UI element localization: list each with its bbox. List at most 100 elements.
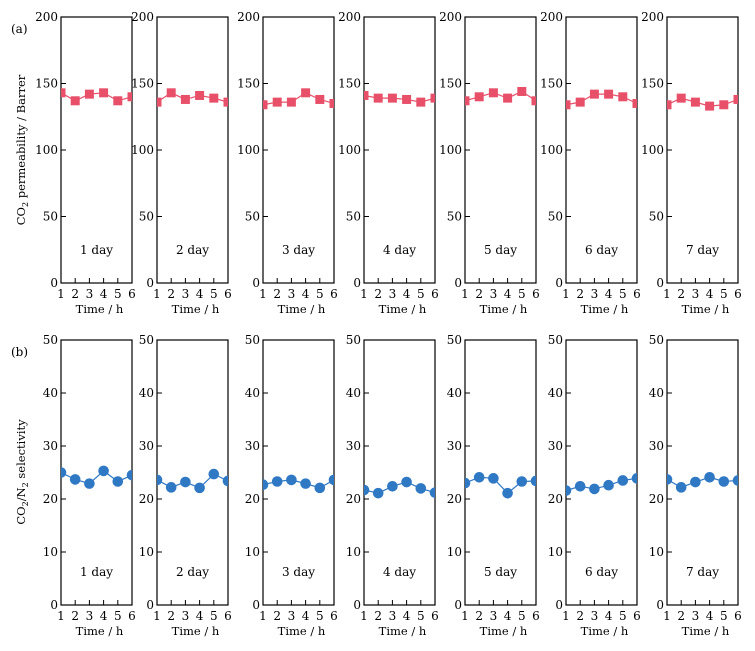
- series-group: [364, 476, 435, 499]
- x-tick-label: 4: [403, 287, 411, 301]
- data-point: [416, 97, 426, 107]
- y-tick-label: 50: [346, 333, 361, 347]
- day-label: 6 day: [585, 565, 618, 579]
- x-tick-label: 4: [504, 609, 512, 623]
- data-point: [364, 484, 370, 496]
- data-point: [263, 100, 268, 110]
- y-tick-label: 100: [237, 143, 260, 157]
- data-point: [157, 97, 162, 107]
- data-point: [617, 475, 629, 486]
- y-tick-label: 0: [454, 276, 462, 290]
- y-tick-label: 100: [338, 143, 361, 157]
- day-label: 5 day: [484, 243, 517, 257]
- data-point: [387, 480, 398, 492]
- day-label: 3 day: [282, 565, 315, 579]
- x-tick-label: 3: [490, 609, 498, 623]
- y-tick-label: 20: [245, 492, 260, 506]
- y-tick-label: 10: [346, 545, 361, 559]
- panel-letter: (b): [11, 345, 28, 359]
- x-axis-title: Time / h: [581, 624, 629, 638]
- day-label: 4 day: [383, 243, 416, 257]
- subplot-3-day: 0 50 100 150 200 1 2 3 4 5 6 Time / h 3 day: [237, 10, 338, 316]
- x-tick-label: 1: [57, 609, 65, 623]
- x-tick-label: 2: [576, 287, 584, 301]
- x-tick-label: 1: [360, 609, 368, 623]
- y-tick-label: 150: [35, 77, 58, 91]
- y-tick-label: 0: [656, 276, 664, 290]
- data-point: [429, 487, 435, 498]
- x-tick-label: 2: [475, 609, 483, 623]
- y-tick-label: 0: [50, 598, 58, 612]
- x-tick-label: 3: [692, 609, 700, 623]
- x-tick-label: 5: [619, 287, 627, 301]
- x-tick-label: 1: [259, 609, 267, 623]
- series-group: [667, 471, 738, 493]
- data-point: [222, 475, 228, 487]
- y-tick-label: 30: [139, 439, 154, 453]
- y-tick-label: 50: [346, 210, 361, 224]
- data-point: [373, 93, 383, 103]
- y-tick-label: 0: [252, 276, 260, 290]
- x-tick-label: 3: [591, 287, 599, 301]
- x-tick-label: 1: [562, 287, 570, 301]
- subplot-1-day: 0 10 20 30 40 50 1 2 3 4 5 6 Time / h 1 day: [43, 333, 136, 638]
- y-tick-label: 50: [43, 210, 58, 224]
- panel-letter: (a): [11, 22, 28, 36]
- y-tick-label: 30: [548, 439, 563, 453]
- data-point: [301, 88, 311, 98]
- x-axis-title: Time / h: [172, 302, 220, 316]
- y-tick-label: 20: [649, 492, 664, 506]
- data-point: [286, 474, 297, 486]
- x-tick-label: 6: [330, 287, 338, 301]
- series-group: [61, 88, 132, 106]
- y-tick-label: 100: [131, 143, 154, 157]
- data-point: [180, 94, 190, 104]
- y-tick-label: 150: [641, 77, 664, 91]
- y-tick-label: 150: [338, 77, 361, 91]
- y-tick-label: 0: [50, 276, 58, 290]
- y-tick-label: 40: [245, 386, 260, 400]
- x-tick-label: 1: [663, 609, 671, 623]
- ylabel-text: CO: [14, 506, 28, 524]
- y-tick-label: 150: [439, 77, 462, 91]
- y-tick-label: 20: [43, 492, 58, 506]
- day-label: 6 day: [585, 243, 618, 257]
- y-tick-label: 0: [656, 598, 664, 612]
- y-tick-label: 40: [43, 386, 58, 400]
- x-tick-label: 5: [114, 609, 122, 623]
- subplot-7-day: 0 10 20 30 40 50 1 2 3 4 5 6 Time / h 7 day: [649, 333, 742, 638]
- x-tick-label: 4: [100, 609, 108, 623]
- data-point: [488, 88, 498, 98]
- ylabel-subscript: 2: [21, 202, 30, 207]
- data-point: [69, 474, 81, 485]
- x-tick-label: 3: [288, 609, 296, 623]
- data-point: [314, 482, 326, 494]
- x-axis-title: Time / h: [379, 624, 427, 638]
- x-tick-label: 2: [71, 609, 79, 623]
- data-point: [566, 100, 571, 110]
- x-axis-title: Time / h: [682, 302, 730, 316]
- data-point: [127, 92, 132, 102]
- x-tick-label: 1: [259, 287, 267, 301]
- series-group: [667, 93, 738, 111]
- x-tick-label: 5: [619, 609, 627, 623]
- series-group: [465, 471, 536, 499]
- y-tick-label: 40: [447, 386, 462, 400]
- x-axis-title: Time / h: [76, 624, 124, 638]
- x-tick-label: 4: [196, 609, 204, 623]
- y-tick-label: 150: [540, 77, 563, 91]
- y-tick-label: 50: [245, 333, 260, 347]
- data-point: [465, 96, 470, 106]
- y-tick-label: 20: [447, 492, 462, 506]
- data-point: [517, 86, 527, 96]
- series-group: [61, 465, 132, 489]
- data-point: [272, 97, 282, 107]
- x-tick-label: 5: [720, 609, 728, 623]
- series-group: [566, 473, 637, 496]
- x-tick-label: 6: [734, 287, 742, 301]
- x-tick-label: 1: [360, 287, 368, 301]
- day-label: 5 day: [484, 565, 517, 579]
- x-tick-label: 4: [302, 287, 310, 301]
- y-tick-label: 0: [252, 598, 260, 612]
